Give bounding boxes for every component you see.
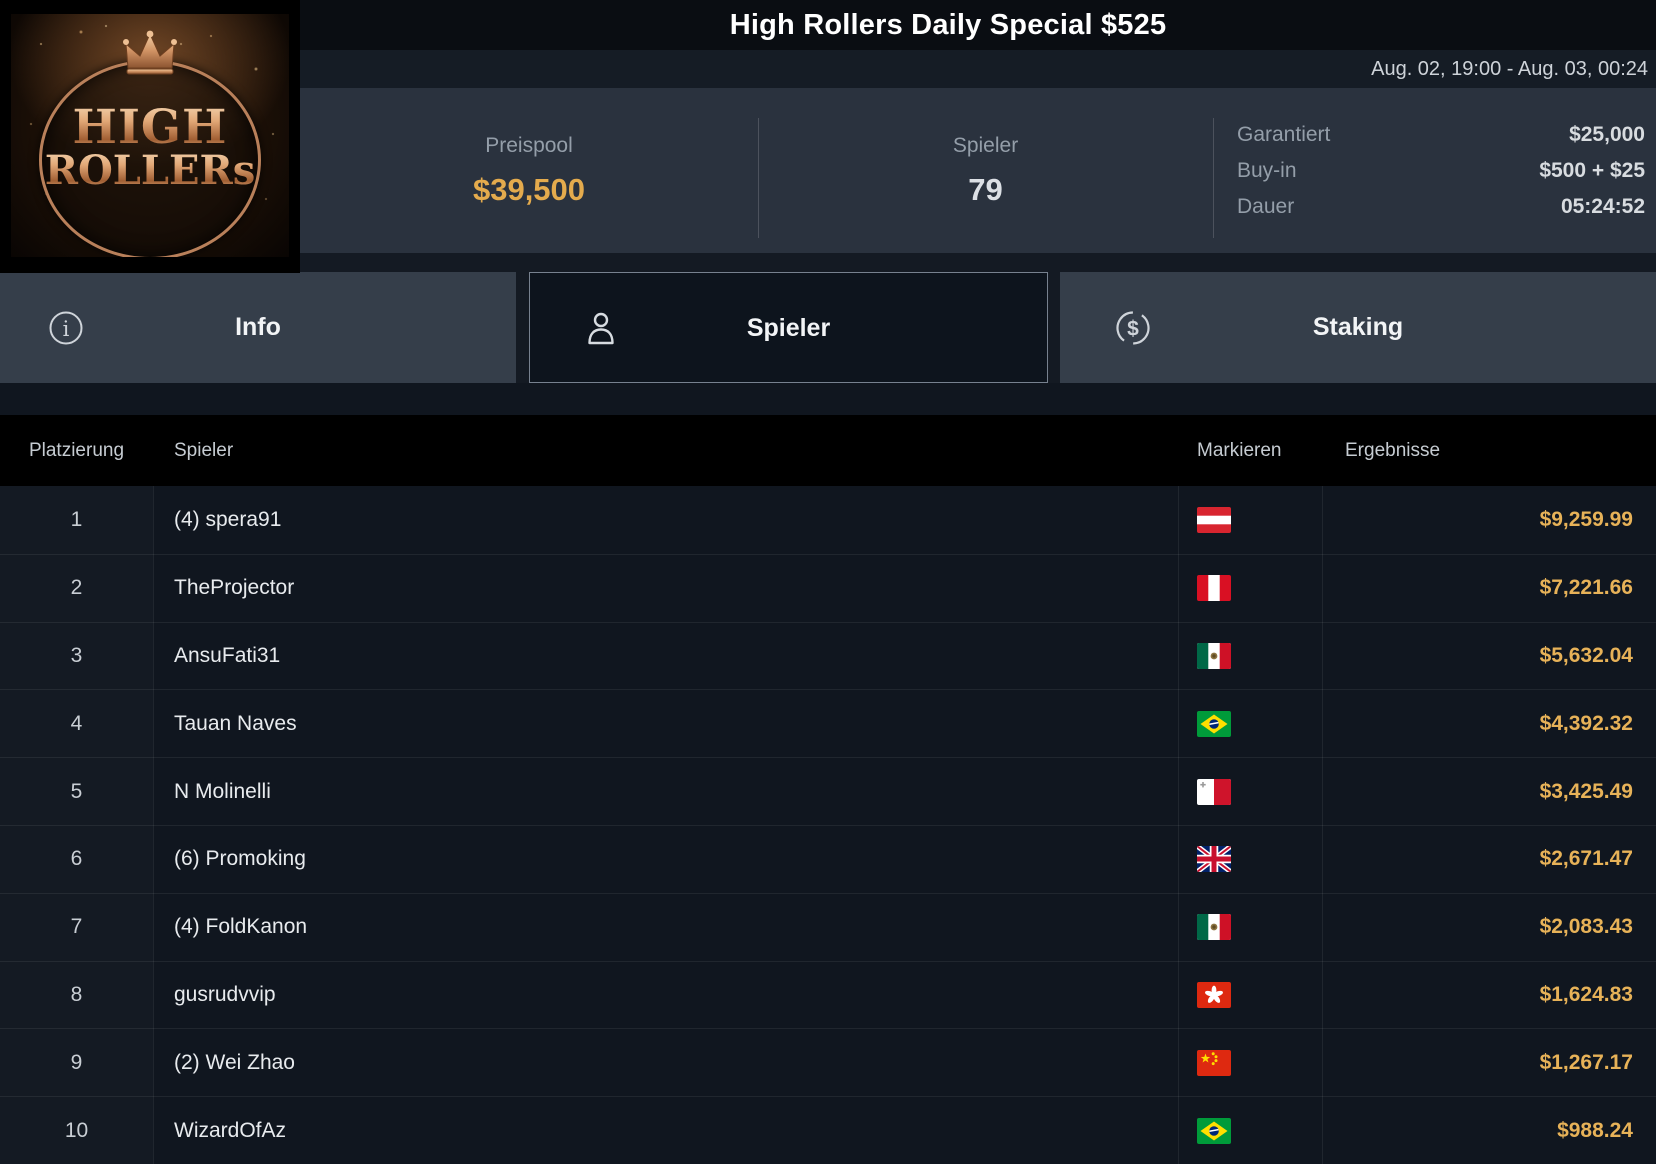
- column-header-result: Ergebnisse: [1345, 439, 1441, 461]
- table-row[interactable]: 6 (6) Promoking $2,671.47: [0, 824, 1656, 893]
- table-row[interactable]: 9 (2) Wei Zhao $1,267.17: [0, 1028, 1656, 1096]
- logo-text-high: HIGH: [11, 100, 289, 155]
- players-value: 79: [968, 171, 1003, 207]
- result-cell: $1,267.17: [1539, 1050, 1633, 1074]
- person-icon: [586, 310, 616, 346]
- divider: [1213, 118, 1214, 238]
- table-row[interactable]: 5 N Molinelli $3,425.49: [0, 757, 1656, 825]
- info-icon: i: [48, 310, 84, 346]
- hong-kong-flag: [1197, 981, 1231, 1008]
- crown-icon: [118, 30, 182, 81]
- player-name-cell: (2) Wei Zhao: [174, 1050, 295, 1074]
- tab-staking-label: Staking: [1312, 313, 1404, 341]
- logo-artwork: HIGH ROLLERs: [11, 14, 289, 257]
- result-cell: $2,083.43: [1539, 915, 1633, 939]
- column-divider: [153, 486, 154, 1164]
- austria-flag: [1197, 506, 1231, 533]
- rank-cell: 1: [70, 507, 83, 531]
- tab-staking[interactable]: $ Staking: [1060, 272, 1656, 383]
- table-row[interactable]: 7 (4) FoldKanon $2,083.43: [0, 892, 1656, 961]
- prizepool-stat: Preispool $39,500: [300, 88, 758, 253]
- player-name-cell: (4) FoldKanon: [174, 915, 308, 939]
- svg-text:i: i: [63, 317, 70, 341]
- column-header-rank: Platzierung: [28, 439, 125, 461]
- logo-ring: [39, 60, 261, 257]
- table-header: Platzierung Spieler Markieren Ergebnisse: [0, 415, 1656, 486]
- prizepool-value: $39,500: [472, 171, 586, 207]
- buyin-row: Buy-in $500 + $25: [1237, 153, 1645, 189]
- tournament-details: Garantiert $25,000 Buy-in $500 + $25 Dau…: [1213, 88, 1656, 253]
- guaranteed-row: Garantiert $25,000: [1237, 117, 1645, 153]
- player-name-cell: (4) spera91: [174, 507, 282, 531]
- table-row[interactable]: 10 WizardOfAz $988.24: [0, 1096, 1656, 1164]
- players-label: Spieler: [952, 133, 1019, 157]
- rank-cell: 2: [70, 576, 83, 600]
- player-name-cell: AnsuFati31: [174, 643, 281, 667]
- mexico-flag: [1197, 914, 1231, 941]
- tab-spieler[interactable]: Spieler: [529, 272, 1048, 383]
- rank-cell: 3: [70, 643, 83, 667]
- duration-row: Dauer 05:24:52: [1237, 189, 1645, 225]
- mexico-flag: [1197, 642, 1231, 669]
- column-header-mark: Markieren: [1197, 439, 1282, 461]
- buyin-label: Buy-in: [1237, 158, 1297, 182]
- result-cell: $4,392.32: [1539, 711, 1633, 735]
- rank-cell: 6: [70, 847, 83, 871]
- duration-label: Dauer: [1237, 194, 1295, 218]
- table-row[interactable]: 2 TheProjector $7,221.66: [0, 553, 1656, 622]
- guaranteed-value: $25,000: [1569, 122, 1645, 146]
- china-flag: [1197, 1049, 1231, 1076]
- rank-cell: 5: [70, 779, 83, 803]
- rank-cell: 9: [70, 1050, 83, 1074]
- players-stat: Spieler 79: [758, 88, 1213, 253]
- tournament-schedule: Aug. 02, 19:00 - Aug. 03, 00:24: [1371, 57, 1648, 80]
- table-row[interactable]: 1 (4) spera91 $9,259.99: [0, 486, 1656, 554]
- logo-text-rollers: ROLLERs: [11, 147, 289, 194]
- results-table: Platzierung Spieler Markieren Ergebnisse…: [0, 383, 1656, 1164]
- tab-info[interactable]: i Info: [0, 272, 516, 383]
- result-cell: $9,259.99: [1539, 507, 1633, 531]
- player-name-cell: TheProjector: [174, 576, 295, 600]
- guaranteed-label: Garantiert: [1237, 122, 1331, 146]
- uk-flag: [1197, 846, 1231, 873]
- column-divider: [1178, 486, 1179, 1164]
- brazil-flag: [1197, 1117, 1231, 1144]
- table-row[interactable]: 8 gusrudvvip $1,624.83: [0, 960, 1656, 1029]
- column-divider: [1322, 486, 1323, 1164]
- prizepool-label: Preispool: [485, 133, 573, 157]
- result-cell: $7,221.66: [1539, 576, 1633, 600]
- result-cell: $1,624.83: [1539, 982, 1633, 1006]
- result-cell: $2,671.47: [1539, 847, 1633, 871]
- column-header-player: Spieler: [174, 439, 234, 461]
- peru-flag: [1197, 575, 1231, 602]
- player-name-cell: WizardOfAz: [174, 1118, 287, 1142]
- player-name-cell: gusrudvvip: [174, 982, 276, 1006]
- malta-flag: [1197, 778, 1231, 805]
- player-name-cell: Tauan Naves: [174, 711, 297, 735]
- player-name-cell: (6) Promoking: [174, 847, 306, 871]
- tab-info-label: Info: [235, 313, 281, 341]
- tab-spieler-label: Spieler: [746, 314, 831, 342]
- high-rollers-logo: HIGH ROLLERs: [0, 0, 300, 273]
- divider: [758, 118, 759, 238]
- table-row[interactable]: 3 AnsuFati31 $5,632.04: [0, 621, 1656, 690]
- svg-text:$: $: [1127, 317, 1139, 340]
- result-cell: $988.24: [1557, 1118, 1633, 1142]
- rank-cell: 7: [70, 915, 83, 939]
- result-cell: $3,425.49: [1539, 779, 1633, 803]
- page-title: High Rollers Daily Special $525: [729, 8, 1167, 41]
- player-name-cell: N Molinelli: [174, 779, 271, 803]
- buyin-value: $500 + $25: [1539, 158, 1645, 182]
- rank-cell: 10: [64, 1118, 89, 1142]
- player-table-rows: 1 (4) spera91 $9,259.99 2 TheProjector $…: [0, 486, 1656, 1164]
- table-row[interactable]: 4 Tauan Naves $4,392.32: [0, 689, 1656, 757]
- rank-cell: 4: [70, 711, 83, 735]
- brazil-flag: [1197, 710, 1231, 737]
- result-cell: $5,632.04: [1539, 643, 1633, 667]
- duration-value: 05:24:52: [1560, 194, 1645, 218]
- tab-bar: i Info Spieler $ Staking: [0, 272, 1656, 383]
- rank-cell: 8: [70, 982, 83, 1006]
- staking-icon: $: [1114, 309, 1152, 347]
